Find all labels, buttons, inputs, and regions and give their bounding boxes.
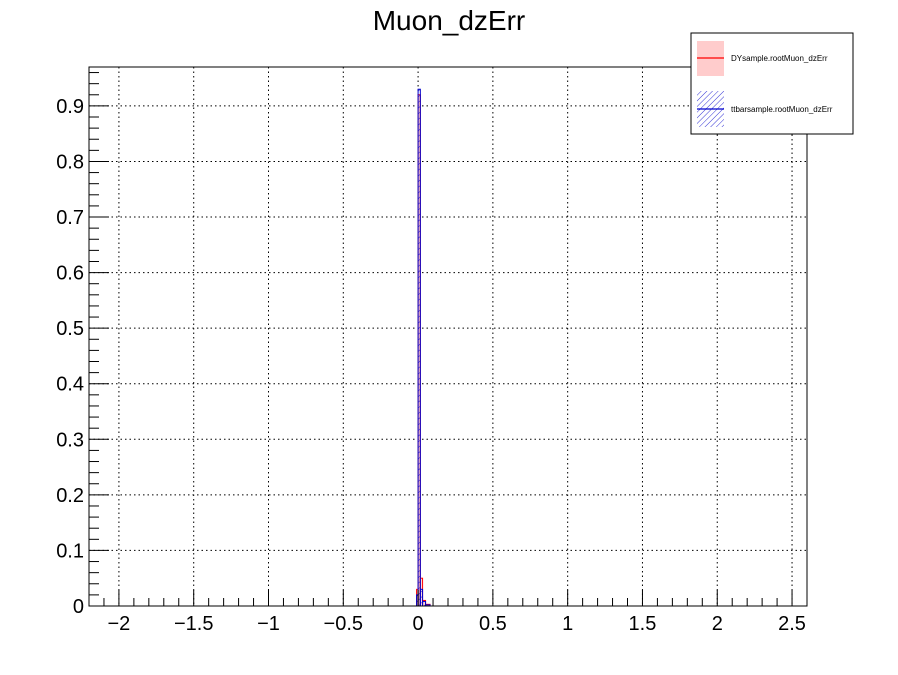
y-tick-label: 0.4 bbox=[56, 374, 84, 396]
x-tick-label: 0.5 bbox=[479, 613, 507, 635]
legend-label-ttbar: ttbarsample.rootMuon_dzErr bbox=[731, 105, 833, 114]
x-tick-label: 2 bbox=[712, 613, 723, 635]
y-tick-label: 0.6 bbox=[56, 263, 84, 285]
legend-entry-ttbar: ttbarsample.rootMuon_dzErr bbox=[697, 91, 833, 127]
x-axis: −2 −1.5 −1 −0.5 0 0.5 1 1.5 2 2.5 bbox=[88, 590, 808, 635]
x-tick-label: 1 bbox=[562, 613, 573, 635]
y-axis: 0 0.1 0.2 0.3 0.4 0.5 0.6 0.7 0.8 0.9 bbox=[56, 72, 109, 618]
y-tick-label: 0.2 bbox=[56, 485, 84, 507]
y-tick-label: 0 bbox=[73, 596, 84, 618]
legend-label-dy: DYsample.rootMuon_dzErr bbox=[731, 54, 828, 63]
y-tick-label: 0.3 bbox=[56, 429, 84, 451]
histogram-bar bbox=[417, 88, 421, 607]
y-tick-label: 0.8 bbox=[56, 151, 84, 173]
x-tick-label: 1.5 bbox=[629, 613, 657, 635]
x-tick-label: −1.5 bbox=[174, 613, 213, 635]
x-tick-label: 2.5 bbox=[778, 613, 806, 635]
legend: DYsample.rootMuon_dzErr ttbarsample.root… bbox=[690, 32, 854, 135]
plot-area bbox=[89, 67, 807, 606]
x-tick-label: −1 bbox=[257, 613, 280, 635]
chart-title: Muon_dzErr bbox=[373, 5, 526, 36]
y-tick-label: 0.7 bbox=[56, 207, 84, 229]
y-tick-label: 0.9 bbox=[56, 96, 84, 118]
x-tick-label: 0 bbox=[413, 613, 424, 635]
legend-entry-dy: DYsample.rootMuon_dzErr bbox=[697, 41, 828, 76]
x-tick-label: −0.5 bbox=[324, 613, 363, 635]
x-tick-label: −2 bbox=[108, 613, 131, 635]
y-tick-label: 0.1 bbox=[56, 540, 84, 562]
y-tick-label: 0.5 bbox=[56, 318, 84, 340]
